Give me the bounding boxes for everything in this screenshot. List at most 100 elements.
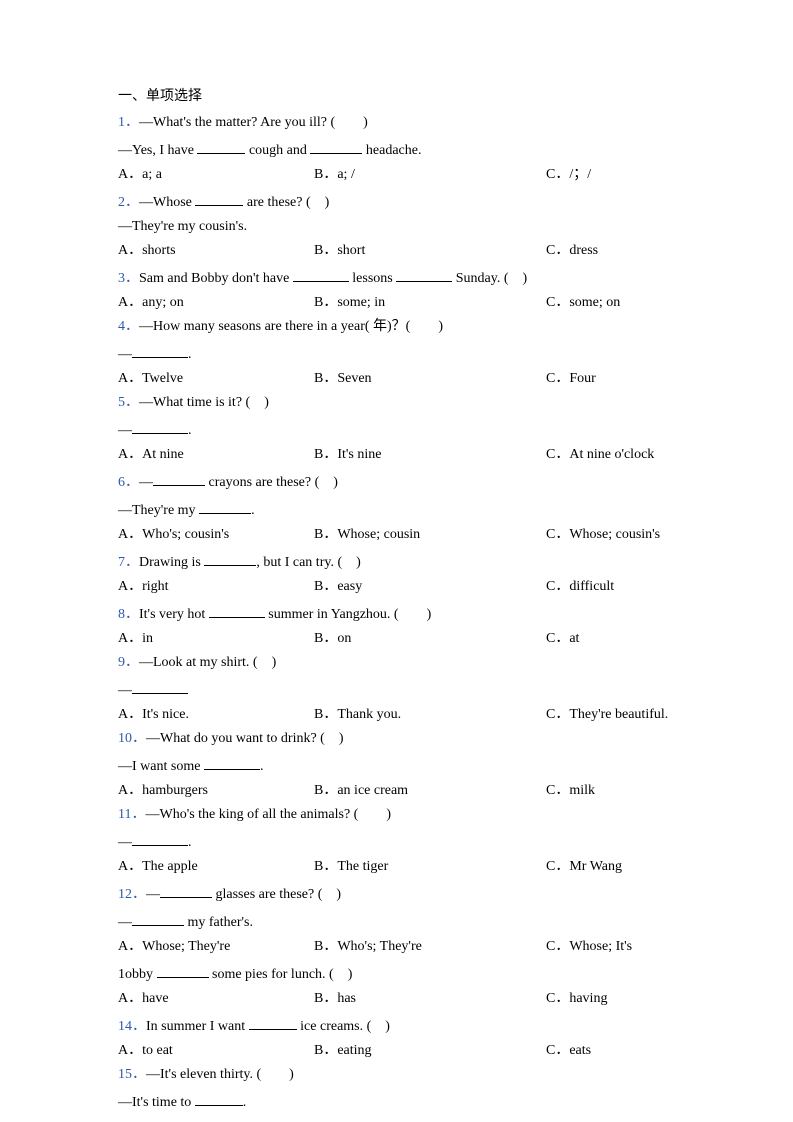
option: C．eats xyxy=(546,1044,678,1058)
question-line: —. xyxy=(118,832,678,850)
options-row: A．At nineB．It's nineC．At nine o'clock xyxy=(118,448,678,462)
option: C．Four xyxy=(546,372,678,386)
question-text: . xyxy=(188,423,192,438)
question-block: 1．—What's the matter? Are you ill? ( )—Y… xyxy=(118,116,678,182)
option: A．in xyxy=(118,632,314,646)
option: A．a; a xyxy=(118,168,314,182)
worksheet-content: 一、单项选择 1．—What's the matter? Are you ill… xyxy=(118,90,678,1110)
question-number: 10． xyxy=(118,731,146,746)
question-number: 12． xyxy=(118,887,146,902)
question-line: —It's time to . xyxy=(118,1092,678,1110)
question-text: ice creams. ( ) xyxy=(297,1019,390,1034)
question-text: — xyxy=(118,835,132,850)
option: C．having xyxy=(546,992,678,1006)
fill-blank xyxy=(249,1016,297,1030)
question-block: 10．—What do you want to drink? ( )—I wan… xyxy=(118,732,678,798)
question-text: —Yes, I have xyxy=(118,143,197,158)
option: A．At nine xyxy=(118,448,314,462)
question-line: 11．—Who's the king of all the animals? (… xyxy=(118,808,678,822)
question-number: 7． xyxy=(118,555,139,570)
option: C．milk xyxy=(546,784,678,798)
fill-blank xyxy=(197,140,245,154)
question-text: obby xyxy=(125,967,157,982)
option: B．on xyxy=(314,632,546,646)
question-text: Sunday. ( ) xyxy=(452,271,527,286)
options-row: A．inB．onC．at xyxy=(118,632,678,646)
question-text: —What time is it? ( ) xyxy=(139,395,269,410)
question-text: —They're my xyxy=(118,503,199,518)
options-row: A．any; onB．some; inC．some; on xyxy=(118,296,678,310)
fill-blank xyxy=(160,884,212,898)
option: C．some; on xyxy=(546,296,678,310)
option: B．The tiger xyxy=(314,860,546,874)
question-line: 2．—Whose are these? ( ) xyxy=(118,192,678,210)
question-text: headache. xyxy=(362,143,421,158)
option: C．at xyxy=(546,632,678,646)
options-row: A．Whose; They'reB．Who's; They'reC．Whose;… xyxy=(118,940,678,954)
question-block: 1obby some pies for lunch. ( ) A．haveB．ha… xyxy=(118,964,678,1006)
question-text: , but I can try. ( ) xyxy=(256,555,360,570)
question-block: 6．— crayons are these? ( )—They're my .A… xyxy=(118,472,678,542)
question-line: —. xyxy=(118,420,678,438)
question-text: —Who's the king of all the animals? ( ) xyxy=(145,807,391,822)
question-block: 5．—What time is it? ( ) —. A．At nineB．It's… xyxy=(118,396,678,462)
option: B．Thank you. xyxy=(314,708,546,722)
question-text: —It's time to xyxy=(118,1095,195,1110)
fill-blank xyxy=(132,680,188,694)
option: B．Whose; cousin xyxy=(314,528,546,542)
question-text: lessons xyxy=(349,271,396,286)
question-block: 12．— glasses are these? ( )— my father's… xyxy=(118,884,678,954)
options-row: A．Who's; cousin'sB．Whose; cousinC．Whose;… xyxy=(118,528,678,542)
option: B．short xyxy=(314,244,546,258)
question-text: — xyxy=(118,683,132,698)
options-row: A．a; aB．a; /C．/；/ xyxy=(118,168,678,182)
question-text: . xyxy=(243,1095,247,1110)
question-line: 5．—What time is it? ( ) xyxy=(118,396,678,410)
option: B．an ice cream xyxy=(314,784,546,798)
fill-blank xyxy=(132,912,184,926)
option: A．The apple xyxy=(118,860,314,874)
option: C．Mr Wang xyxy=(546,860,678,874)
option: C．They're beautiful. xyxy=(546,708,678,722)
question-text: —What do you want to drink? ( ) xyxy=(146,731,344,746)
question-text: my father's. xyxy=(184,915,253,930)
question-text: cough and xyxy=(245,143,310,158)
options-row: A．haveB．hasC．having xyxy=(118,992,678,1006)
question-line: 1obby some pies for lunch. ( ) xyxy=(118,964,678,982)
option: B．some; in xyxy=(314,296,546,310)
option: A．Who's; cousin's xyxy=(118,528,314,542)
question-line: 15．—It's eleven thirty. ( ) xyxy=(118,1068,678,1082)
question-text: summer in Yangzhou. ( ) xyxy=(265,607,431,622)
fill-blank xyxy=(310,140,362,154)
options-row: A．to eatB．eatingC．eats xyxy=(118,1044,678,1058)
question-text: . xyxy=(188,347,192,362)
option: C．difficult xyxy=(546,580,678,594)
question-line: 8．It's very hot summer in Yangzhou. ( ) xyxy=(118,604,678,622)
question-text: Sam and Bobby don't have xyxy=(139,271,293,286)
question-block: 7．Drawing is , but I can try. ( )A．right… xyxy=(118,552,678,594)
option: A．It's nice. xyxy=(118,708,314,722)
option: B．a; / xyxy=(314,168,546,182)
option: A．to eat xyxy=(118,1044,314,1058)
option: A．Twelve xyxy=(118,372,314,386)
question-block: 15．—It's eleven thirty. ( ) —It's time to… xyxy=(118,1068,678,1110)
question-text: — xyxy=(118,915,132,930)
option: C．Whose; It's xyxy=(546,940,678,954)
question-number: 4． xyxy=(118,319,139,334)
question-text: —Whose xyxy=(139,195,195,210)
question-number: 3． xyxy=(118,271,139,286)
option: C．Whose; cousin's xyxy=(546,528,678,542)
question-number: 11． xyxy=(118,807,145,822)
question-text: —They're my cousin's. xyxy=(118,219,247,234)
question-block: 8．It's very hot summer in Yangzhou. ( ) A… xyxy=(118,604,678,646)
question-text: —What's the matter? Are you ill? ( ) xyxy=(139,115,368,130)
options-row: A．TwelveB．SevenC．Four xyxy=(118,372,678,386)
fill-blank xyxy=(195,1092,243,1106)
question-line: 14．In summer I want ice creams. ( ) xyxy=(118,1016,678,1034)
question-line: 10．—What do you want to drink? ( ) xyxy=(118,732,678,746)
question-text: In summer I want xyxy=(146,1019,249,1034)
question-line: —Yes, I have cough and headache. xyxy=(118,140,678,158)
question-text: . xyxy=(188,835,192,850)
fill-blank xyxy=(204,552,256,566)
question-number: 1 xyxy=(118,967,125,982)
